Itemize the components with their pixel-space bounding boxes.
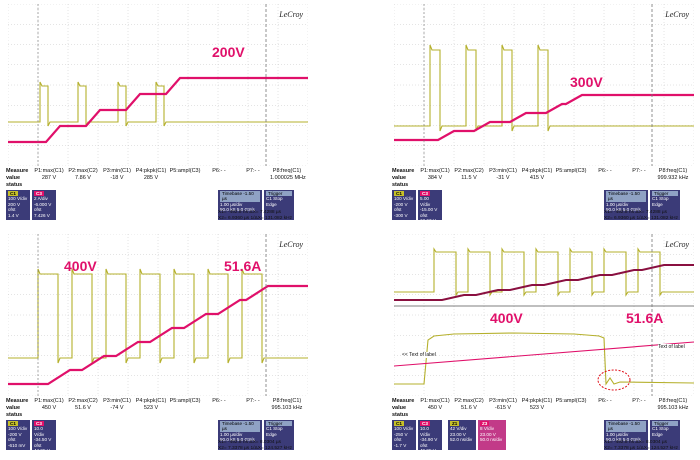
zoom1-settings[interactable]: Z1 42 V/div 23.00 V 52.0 ns/div bbox=[448, 420, 476, 450]
voltage-label: 400V bbox=[64, 258, 97, 274]
waveform-grid bbox=[8, 234, 308, 396]
timebase-box[interactable]: Timebase -1.50 µs 1.00 µs/div 50.0 kS 5.0 … bbox=[604, 420, 648, 450]
ch1-settings[interactable]: C1 100 V/div 200 V ofst 1.4 V bbox=[6, 190, 30, 220]
gridlines bbox=[394, 234, 694, 396]
gridlines bbox=[8, 234, 308, 396]
ch3-current-trace bbox=[8, 76, 308, 144]
measure-table: Measure P1:max(C1) P2:max(C2) P3:min(C1) P4… bbox=[6, 398, 303, 418]
voltage-label: 400V bbox=[490, 310, 523, 326]
lecroy-logo: LeCroy bbox=[279, 240, 303, 249]
waveform-grid bbox=[394, 234, 694, 396]
ch4-current-trace bbox=[394, 264, 694, 301]
ringing-highlight bbox=[597, 369, 631, 391]
waveform-grid bbox=[394, 4, 694, 166]
ch1-pulse-trace bbox=[394, 247, 694, 297]
trigger-box[interactable]: Trigger C1 Stop Edge bbox=[650, 190, 680, 220]
trigger-box[interactable]: Trigger C1 Stop Edge bbox=[264, 190, 294, 220]
zoom-ch3-trace bbox=[394, 341, 694, 367]
measure-table: Measure P1:max(C1) P2:max(C2) P3:min(C1) P4… bbox=[392, 398, 689, 418]
cursor-readout: X1= -492.8 ns ΔX= 7.4288 µs X2= 6.9360 µs… bbox=[218, 210, 292, 221]
gridlines bbox=[394, 4, 694, 166]
ch3-current-trace bbox=[394, 93, 694, 142]
ch1-settings[interactable]: C1 100 V/div -200 V ofst -610 mV bbox=[6, 420, 30, 450]
trigger-box[interactable]: Trigger C1 Stop Edge bbox=[264, 420, 294, 450]
trigger-box[interactable]: Trigger C1 Stop Edge bbox=[650, 420, 680, 450]
scope-panel-200v: LeCroy 200V Measure P1:max(C1) P2:max(C2)… bbox=[6, 4, 311, 226]
text-of-label-left: << Text of label bbox=[402, 352, 436, 358]
measure-table: Measure P1:max(C1) P2:max(C2) P3:min(C1) P4… bbox=[392, 168, 689, 188]
ch1-settings[interactable]: C1 100 V/div -200 V ofst -300 V bbox=[392, 190, 416, 220]
cursor-readout: X1= -492.8 ns ΔX= 8.0304 µs X2= 7.3378 µs… bbox=[604, 440, 678, 451]
ch1-pulse-trace bbox=[8, 81, 308, 127]
ch1-pulse-trace bbox=[394, 44, 694, 132]
measure-title: Measure bbox=[6, 168, 29, 174]
timebase-box[interactable]: Timebase -1.50 µs 1.00 µs/div 50.0 kS 5.0 … bbox=[604, 190, 648, 220]
ch3-settings[interactable]: C3 10.0 V/div -34.50 V ofst 44.95 V bbox=[32, 420, 56, 453]
text-of-label-right: Text of label bbox=[658, 344, 685, 350]
waveform-grid bbox=[8, 4, 308, 166]
voltage-label: 200V bbox=[212, 44, 245, 60]
cursor-readout: X1= -492.8 ns ΔX= 7.4288 µs X2= 6.9360 µs… bbox=[604, 210, 678, 221]
scope-panel-300v: LeCroy 300V Measure P1:max(C1) P2:max(C2)… bbox=[392, 4, 697, 226]
measure-table: Measure P1:max(C1) P2:max(C2) P3:min(C1) P4… bbox=[6, 168, 306, 188]
lecroy-logo: LeCroy bbox=[665, 10, 689, 19]
ch1-pulse-trace bbox=[8, 268, 308, 364]
ch1-settings[interactable]: C1 100 V/div -250 V ofst -1.7 V bbox=[392, 420, 416, 450]
timebase-box[interactable]: Timebase -1.50 µs 1.00 µs/div 50.0 kS 5.0 … bbox=[218, 190, 262, 220]
timebase-box[interactable]: Timebase -1.50 µs 1.00 µs/div 50.0 kS 5.0 … bbox=[218, 420, 262, 450]
zoom3-settings[interactable]: Z3 8 V/div 23.00 V 50.0 ns/div bbox=[478, 420, 506, 450]
cursor-readout: X1= -492.8 ns ΔX= 8.0304 µs X2= 7.3378 µs… bbox=[218, 440, 292, 451]
current-label: 51.6A bbox=[224, 258, 262, 274]
lecroy-logo: LeCroy bbox=[279, 10, 303, 19]
ch3-current-trace bbox=[8, 284, 308, 386]
scope-panel-400v: LeCroy 400V 51.6A Measure P1:max(C1) P2:m… bbox=[6, 234, 311, 456]
voltage-label: 300V bbox=[570, 74, 603, 90]
scope-panel-400v-zoom: LeCroy 400V 51.6A << Text of label Text … bbox=[392, 234, 697, 456]
zoom-ch1-trace bbox=[394, 332, 694, 386]
ch3-settings[interactable]: C3 10.0 V/div -34.90 V ofst 49.95 V bbox=[418, 420, 442, 453]
lecroy-logo: LeCroy bbox=[665, 240, 689, 249]
ch3-settings[interactable]: C3 2 A/div -6.000 V ofst 7.426 V bbox=[32, 190, 56, 220]
current-label: 51.6A bbox=[626, 310, 664, 326]
ch3-settings[interactable]: C3 5.00 V/div -15.00 V ofst 18.63 V bbox=[418, 190, 442, 223]
